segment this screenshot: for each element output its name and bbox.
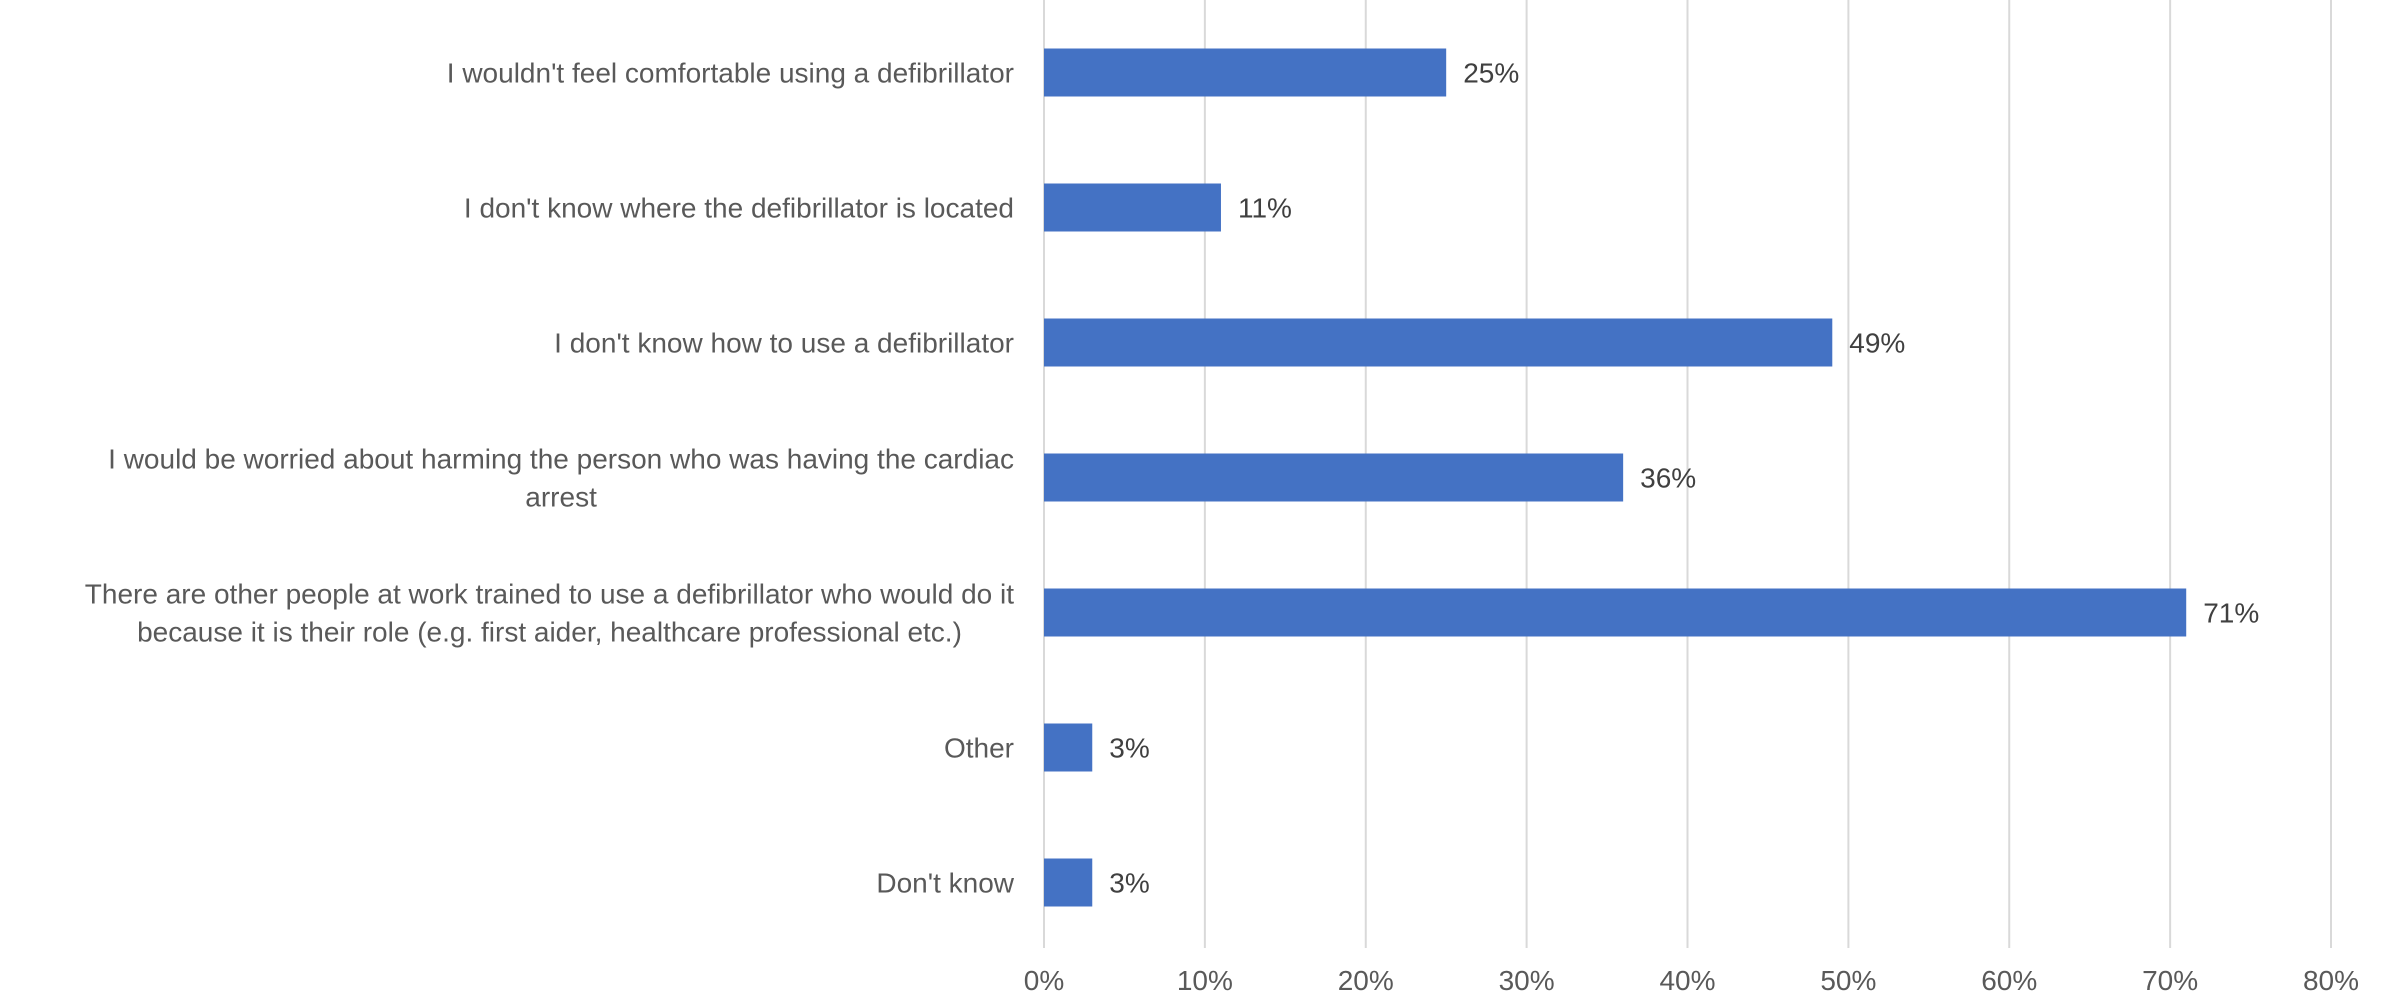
category-label: I wouldn't feel comfortable using a defi…	[447, 58, 1014, 89]
category-label: I don't know how to use a defibrillator	[554, 328, 1014, 359]
x-tick-label: 60%	[1981, 965, 2037, 996]
data-label: 3%	[1109, 733, 1149, 764]
data-label: 36%	[1640, 463, 1696, 494]
x-tick-label: 0%	[1024, 965, 1064, 996]
x-tick-label: 30%	[1499, 965, 1555, 996]
bar	[1044, 318, 1833, 367]
bar	[1044, 453, 1624, 502]
bar	[1044, 48, 1447, 97]
data-label: 49%	[1849, 328, 1905, 359]
data-label: 11%	[1238, 193, 1292, 224]
category-label: I would be worried about harming the per…	[108, 444, 1014, 475]
category-label: There are other people at work trained t…	[85, 579, 1014, 610]
category-label: Don't know	[876, 868, 1014, 899]
x-tick-label: 10%	[1177, 965, 1233, 996]
bar	[1044, 588, 2187, 637]
data-label: 25%	[1463, 58, 1519, 89]
x-tick-label: 70%	[2142, 965, 2198, 996]
x-tick-label: 80%	[2303, 965, 2359, 996]
bar	[1044, 858, 1093, 907]
category-label: Other	[944, 733, 1014, 764]
data-label: 3%	[1109, 868, 1149, 899]
x-tick-label: 40%	[1659, 965, 1715, 996]
x-tick-label: 20%	[1338, 965, 1394, 996]
bar	[1044, 723, 1093, 772]
bar	[1044, 183, 1221, 232]
category-label-continuation: arrest	[525, 482, 597, 513]
x-tick-label: 50%	[1820, 965, 1876, 996]
data-label: 71%	[2203, 598, 2259, 629]
category-label-continuation: because it is their role (e.g. first aid…	[137, 617, 962, 648]
category-label: I don't know where the defibrillator is …	[464, 193, 1014, 224]
